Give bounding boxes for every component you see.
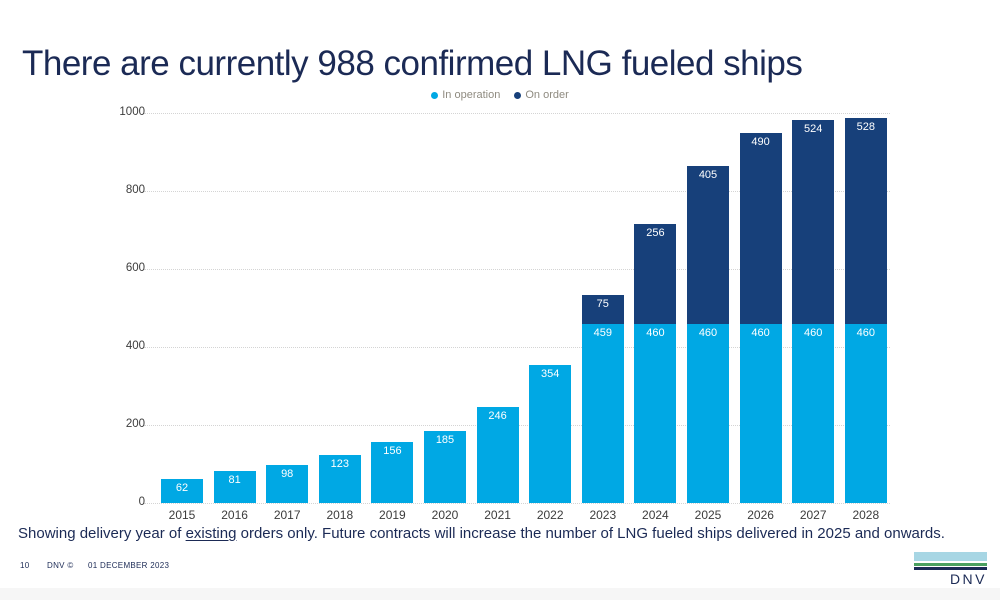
bar-segment-2026-on-order bbox=[739, 133, 782, 324]
dnv-logo: DNV bbox=[914, 552, 987, 587]
legend-dot-in-operation-icon bbox=[431, 91, 439, 99]
x-axis-tick-2020: 2020 bbox=[431, 508, 459, 522]
gridline-y-400 bbox=[144, 347, 890, 348]
y-axis-tick-400: 400 bbox=[125, 340, 145, 352]
bar-segment-2019-in-operation bbox=[371, 442, 414, 503]
bar-segment-2022-in-operation bbox=[529, 365, 572, 503]
bar-value-label-2025-on-order: 405 bbox=[698, 169, 718, 181]
bar-value-label-2026-in-operation: 460 bbox=[751, 327, 770, 339]
dnv-logo-lightblue-bar bbox=[914, 552, 987, 561]
bar-segment-2025-in-operation bbox=[687, 324, 729, 503]
bar-segment-2015-in-operation bbox=[161, 479, 203, 503]
bar-segment-2025-on-order bbox=[687, 166, 729, 324]
footer-date: 01 DECEMBER 2023 bbox=[88, 561, 170, 570]
bar-value-label-2022-in-operation: 354 bbox=[541, 368, 560, 380]
bar-value-label-2023-on-order: 75 bbox=[596, 298, 609, 310]
gridline-y-1000 bbox=[144, 113, 890, 114]
x-axis-tick-2025: 2025 bbox=[694, 508, 722, 522]
footnote-prefix: Showing delivery year of bbox=[18, 525, 186, 542]
bar-value-label-2019-in-operation: 156 bbox=[383, 445, 402, 457]
page-title: There are currently 988 confirmed LNG fu… bbox=[22, 44, 803, 83]
bar-segment-2016-in-operation bbox=[213, 471, 256, 503]
x-axis-tick-2019: 2019 bbox=[379, 508, 406, 522]
x-axis-tick-2027: 2027 bbox=[799, 508, 827, 522]
bar-segment-2018-in-operation bbox=[318, 455, 361, 503]
bar-segment-2021-in-operation bbox=[476, 407, 519, 503]
bar-segment-2017-in-operation bbox=[266, 465, 309, 503]
bar-segment-2023-on-order bbox=[581, 295, 624, 324]
x-axis-tick-2023: 2023 bbox=[589, 508, 617, 522]
legend-label-in-operation: In operation bbox=[442, 89, 501, 101]
dnv-logo-text: DNV bbox=[949, 571, 987, 587]
x-axis-tick-2017: 2017 bbox=[273, 508, 301, 522]
gridline-y-800 bbox=[144, 191, 890, 192]
bar-segment-2027-on-order bbox=[792, 120, 835, 324]
bar-value-label-2024-on-order: 256 bbox=[646, 227, 665, 239]
y-axis-tick-800: 800 bbox=[125, 184, 145, 196]
chart-legend: In operation On order bbox=[0, 89, 1000, 101]
x-axis-tick-2021: 2021 bbox=[484, 508, 511, 522]
bar-segment-2020-in-operation bbox=[424, 431, 466, 503]
bar-value-label-2025-in-operation: 460 bbox=[698, 327, 718, 339]
legend-dot-on-order-icon bbox=[514, 91, 522, 99]
y-axis-tick-1000: 1000 bbox=[119, 106, 145, 118]
bar-value-label-2016-in-operation: 81 bbox=[228, 474, 241, 486]
legend-label-on-order: On order bbox=[525, 89, 569, 101]
bar-value-label-2017-in-operation: 98 bbox=[281, 468, 294, 480]
bar-value-label-2027-on-order: 524 bbox=[804, 123, 823, 135]
x-axis-tick-2024: 2024 bbox=[642, 508, 669, 522]
legend-item-in-operation: In operation bbox=[431, 89, 500, 101]
legend-item-on-order: On order bbox=[514, 89, 569, 101]
bar-value-label-2028-in-operation: 460 bbox=[856, 327, 875, 339]
bar-segment-2028-on-order bbox=[844, 118, 887, 324]
bar-value-label-2024-in-operation: 460 bbox=[646, 327, 665, 339]
page-number: 10 bbox=[20, 561, 30, 570]
bar-value-label-2026-on-order: 490 bbox=[751, 136, 770, 148]
footnote-suffix: orders only. Future contracts will incre… bbox=[236, 525, 945, 542]
bar-segment-2028-in-operation bbox=[844, 324, 887, 503]
x-axis-tick-2018: 2018 bbox=[326, 508, 354, 522]
bar-segment-2026-in-operation bbox=[739, 324, 782, 503]
bar-segment-2027-in-operation bbox=[792, 324, 835, 503]
x-axis-tick-2026: 2026 bbox=[747, 508, 774, 522]
bar-value-label-2023-in-operation: 459 bbox=[593, 327, 612, 339]
x-axis-tick-2016: 2016 bbox=[221, 508, 248, 522]
bar-value-label-2028-on-order: 528 bbox=[856, 121, 875, 133]
footer-brand: DNV © bbox=[47, 561, 74, 570]
footnote: Showing delivery year of existing orders… bbox=[18, 525, 945, 542]
bar-value-label-2018-in-operation: 123 bbox=[330, 458, 349, 470]
gridline-y-0 bbox=[144, 503, 890, 504]
bar-value-label-2015-in-operation: 62 bbox=[175, 482, 189, 494]
x-axis-tick-2028: 2028 bbox=[852, 508, 880, 522]
bar-segment-2023-in-operation bbox=[581, 324, 624, 503]
dnv-logo-green-bar bbox=[914, 563, 987, 566]
footnote-underlined-word: existing bbox=[185, 525, 237, 542]
y-axis-tick-0: 0 bbox=[138, 496, 145, 508]
footer-meta: 10 DNV © 01 DECEMBER 2023 bbox=[20, 561, 169, 570]
y-axis-tick-600: 600 bbox=[125, 262, 145, 274]
bar-segment-2024-in-operation bbox=[634, 324, 677, 503]
bar-segment-2024-on-order bbox=[634, 224, 677, 324]
bar-value-label-2020-in-operation: 185 bbox=[435, 434, 455, 446]
y-axis-tick-200: 200 bbox=[125, 418, 145, 430]
bar-chart-plot-area: 62 81 98 123 156 185 246 354 459 75 460 256 460 405 46… bbox=[144, 113, 890, 504]
bottom-strip bbox=[0, 588, 1000, 600]
bar-value-label-2021-in-operation: 246 bbox=[488, 410, 507, 422]
bar-value-label-2027-in-operation: 460 bbox=[804, 327, 823, 339]
dnv-logo-navy-bar bbox=[914, 567, 987, 570]
x-axis-tick-2015: 2015 bbox=[168, 508, 196, 522]
gridline-y-600 bbox=[144, 269, 890, 270]
x-axis-tick-2022: 2022 bbox=[536, 508, 564, 522]
